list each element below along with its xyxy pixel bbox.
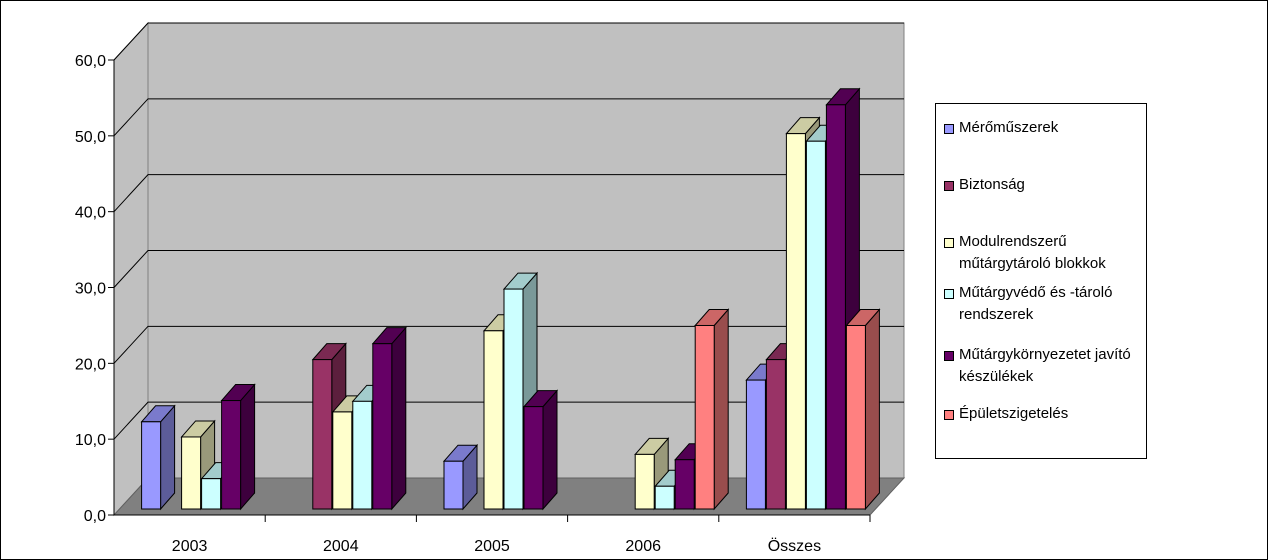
legend-item-3: Műtárgyvédő és -tároló rendszerek xyxy=(944,282,1144,326)
bar-2004-3 xyxy=(352,400,373,510)
legend-swatch-4 xyxy=(944,351,954,361)
x-category-label: 2003 xyxy=(172,538,208,555)
bar-2005-3 xyxy=(503,288,524,510)
y-tick-label: 50,0 xyxy=(75,129,106,146)
y-tick-label: 40,0 xyxy=(75,205,106,222)
bar-side-2006-5 xyxy=(713,308,729,511)
bar-2006-2 xyxy=(634,453,655,510)
legend-label-5: Épületszigetelés xyxy=(959,405,1069,422)
bar-Összes-2 xyxy=(785,133,806,510)
legend-label-0: Mérőműszerek xyxy=(959,119,1059,136)
y-tick-label: 20,0 xyxy=(75,356,106,373)
legend-item-0: Mérőműszerek xyxy=(944,117,1144,139)
bar-2005-4 xyxy=(523,406,544,510)
y-tick-label: 30,0 xyxy=(75,281,106,298)
legend: Mérőműszerek Biztonság Modulrendszerű mű… xyxy=(935,103,1147,459)
bar-2003-4 xyxy=(221,400,242,510)
x-category-label: Összes xyxy=(768,537,821,555)
y-tick-label: 60,0 xyxy=(75,53,106,70)
gridline xyxy=(113,250,904,288)
bar-Összes-0 xyxy=(745,379,766,510)
x-category-label: 2006 xyxy=(625,538,661,555)
legend-swatch-3 xyxy=(944,289,954,299)
gridline xyxy=(113,401,904,440)
gridline xyxy=(113,325,904,364)
legend-label-4: Műtárgykörnyezetet javító készülékek xyxy=(959,346,1131,385)
legend-label-1: Biztonság xyxy=(959,176,1025,193)
gridline xyxy=(113,174,904,213)
bar-side-2005-4 xyxy=(542,389,558,511)
bar-Összes-1 xyxy=(765,359,786,510)
bar-2004-1 xyxy=(312,359,333,510)
bar-2003-3 xyxy=(201,478,222,510)
bar-2003-2 xyxy=(181,436,202,510)
bar-Összes-3 xyxy=(805,140,826,510)
bar-2006-3 xyxy=(654,485,675,510)
gridline xyxy=(113,98,904,137)
legend-swatch-0 xyxy=(944,124,954,134)
y-tick-label: 0,0 xyxy=(84,508,106,525)
legend-label-2: Modulrendszerű műtárgytároló blokkok xyxy=(959,233,1106,272)
legend-swatch-1 xyxy=(944,181,954,191)
legend-label-3: Műtárgyvédő és -tároló rendszerek xyxy=(959,284,1113,323)
bar-2006-4 xyxy=(674,459,695,510)
x-category-label: 2005 xyxy=(474,538,510,555)
bar-2004-4 xyxy=(372,343,393,510)
y-tick-label: 10,0 xyxy=(75,432,106,449)
legend-item-5: Épületszigetelés xyxy=(944,403,1144,425)
bar-side-2004-4 xyxy=(391,326,407,511)
gridline xyxy=(113,22,904,61)
bar-2006-5 xyxy=(694,324,715,510)
bar-2005-2 xyxy=(483,330,504,510)
bar-2003-0 xyxy=(141,421,162,510)
legend-swatch-5 xyxy=(944,410,954,420)
bar-2005-0 xyxy=(443,460,464,510)
bar-side-2003-0 xyxy=(160,404,176,511)
bar-Összes-5 xyxy=(845,324,866,510)
legend-item-1: Biztonság xyxy=(944,174,1144,196)
bar-side-2003-4 xyxy=(240,383,256,511)
legend-item-4: Műtárgykörnyezetet javító készülékek xyxy=(944,344,1144,388)
x-category-label: 2004 xyxy=(323,538,359,555)
bar-2004-2 xyxy=(332,411,353,510)
legend-item-2: Modulrendszerű műtárgytároló blokkok xyxy=(944,231,1144,275)
bar-Összes-4 xyxy=(825,104,846,510)
legend-swatch-2 xyxy=(944,238,954,248)
bar-side-Összes-5 xyxy=(864,308,880,511)
